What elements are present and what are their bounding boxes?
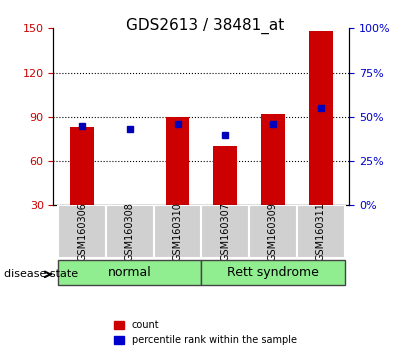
Text: GSM160308: GSM160308 (125, 202, 135, 261)
Bar (261, 114, 285, 205)
Text: GSM160311: GSM160311 (316, 202, 326, 261)
FancyBboxPatch shape (201, 260, 344, 285)
FancyBboxPatch shape (201, 205, 249, 258)
FancyBboxPatch shape (249, 205, 297, 258)
Text: GSM160310: GSM160310 (173, 202, 182, 261)
Bar (213, 146, 237, 205)
FancyBboxPatch shape (58, 205, 106, 258)
Bar (166, 117, 189, 205)
Text: normal: normal (108, 266, 152, 279)
Text: Rett syndrome: Rett syndrome (227, 266, 319, 279)
FancyBboxPatch shape (58, 260, 201, 285)
FancyBboxPatch shape (154, 205, 201, 258)
Text: GSM160309: GSM160309 (268, 202, 278, 261)
Text: GSM160307: GSM160307 (220, 202, 230, 261)
Text: GSM160306: GSM160306 (77, 202, 87, 261)
Legend: count, percentile rank within the sample: count, percentile rank within the sample (111, 316, 300, 349)
Bar (309, 31, 332, 205)
Text: GDS2613 / 38481_at: GDS2613 / 38481_at (126, 18, 285, 34)
FancyBboxPatch shape (297, 205, 344, 258)
FancyBboxPatch shape (106, 205, 154, 258)
Text: disease state: disease state (4, 269, 78, 279)
Bar (70, 127, 94, 205)
